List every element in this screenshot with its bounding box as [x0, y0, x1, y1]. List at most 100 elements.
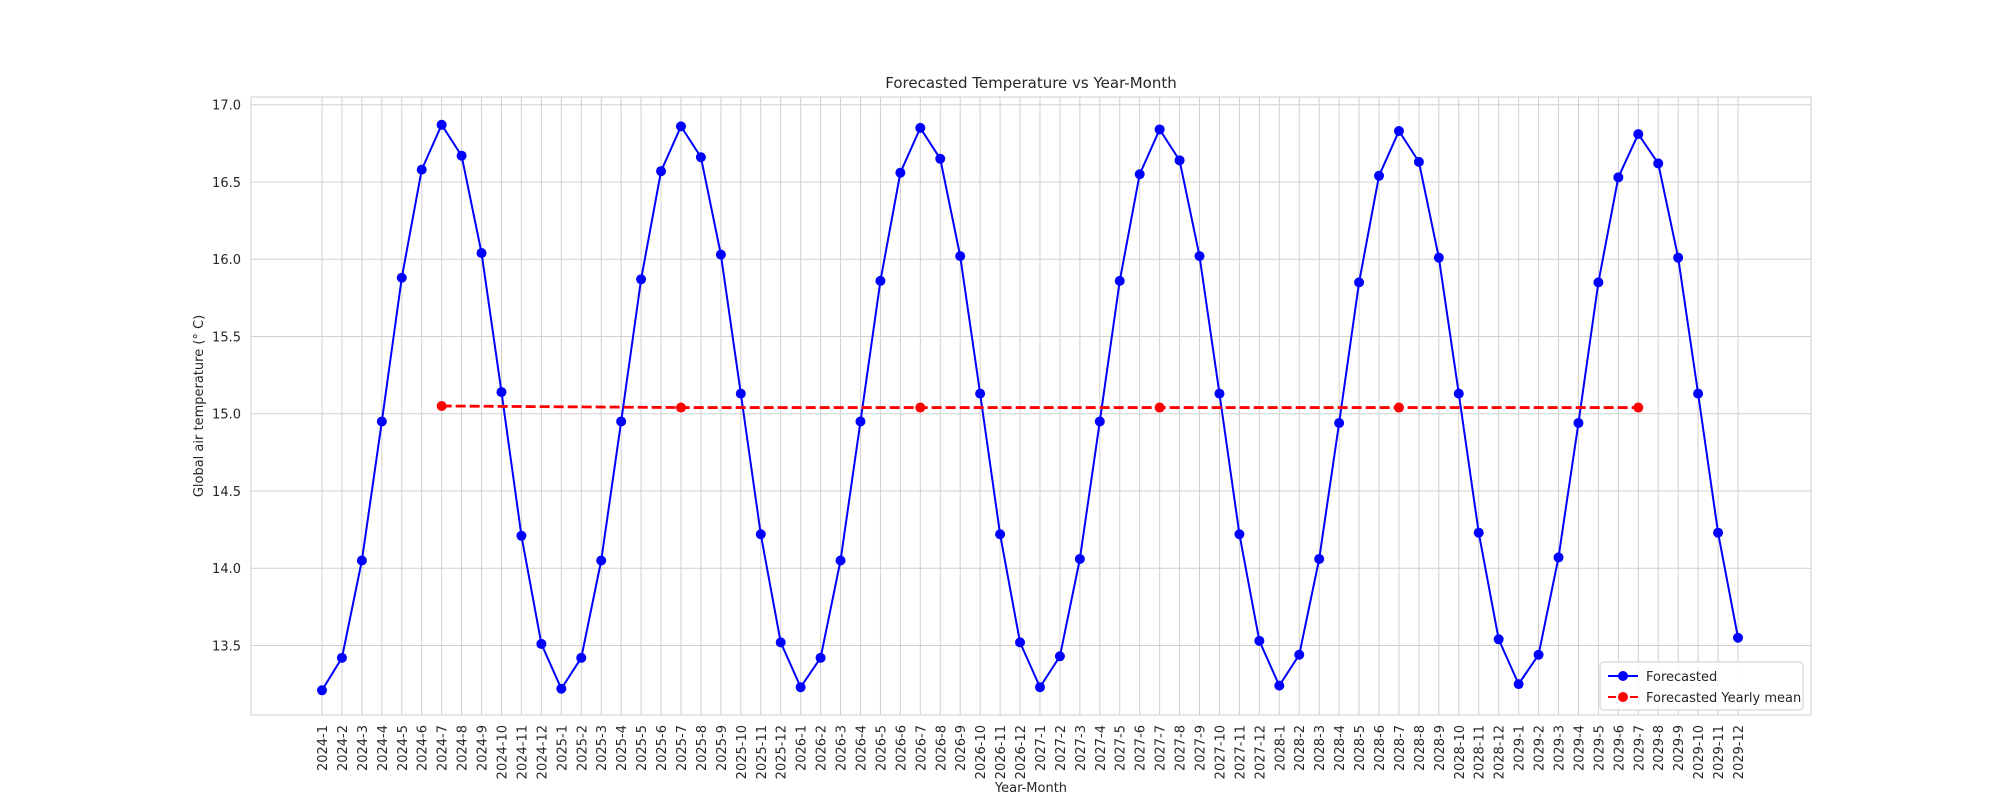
y-tick-label: 17.0	[212, 99, 241, 114]
x-tick-label: 2027-12	[1253, 725, 1268, 779]
legend-marker-yearly-mean	[1618, 692, 1628, 702]
forecasted-point	[1154, 124, 1165, 135]
x-tick-label: 2025-5	[635, 725, 650, 771]
x-tick-label: 2029-6	[1612, 725, 1627, 771]
forecasted-point	[755, 529, 766, 540]
x-tick-label: 2027-3	[1074, 725, 1089, 771]
forecasted-point	[1553, 552, 1564, 563]
x-tick-label: 2027-9	[1194, 725, 1209, 771]
x-tick-label: 2028-7	[1393, 725, 1408, 771]
legend-label-yearly-mean: Forecasted Yearly mean	[1646, 691, 1801, 706]
forecasted-point	[675, 121, 686, 132]
x-tick-label: 2028-3	[1313, 725, 1328, 771]
forecasted-point	[1194, 251, 1205, 262]
x-tick-label: 2028-10	[1453, 725, 1468, 779]
x-tick-label: 2024-12	[535, 725, 550, 779]
x-tick-label: 2024-3	[356, 725, 371, 771]
x-tick-label: 2025-1	[555, 725, 570, 771]
forecasted-point	[1134, 169, 1145, 180]
x-tick-label: 2024-1	[316, 725, 331, 771]
x-axis: 2024-1 2024-2 2024-3 2024-4 2024-5 2024-6 2024…	[316, 725, 1747, 779]
x-tick-label: 2028-12	[1493, 725, 1508, 779]
forecasted-point	[1613, 172, 1624, 183]
series-layer	[317, 119, 1743, 696]
x-tick-label: 2029-2	[1533, 725, 1548, 771]
forecasted-point	[536, 638, 547, 649]
x-tick-label: 2028-8	[1413, 725, 1428, 771]
y-axis-title: Global air temperature (° C)	[192, 315, 207, 497]
x-tick-label: 2029-11	[1712, 725, 1727, 779]
forecasted-point	[1393, 125, 1404, 136]
forecasted-point	[596, 555, 607, 566]
forecasted-point	[1294, 649, 1305, 660]
forecasted-point	[955, 251, 966, 262]
forecasted-point	[1473, 527, 1484, 538]
y-tick-label: 16.5	[212, 176, 241, 191]
x-tick-label: 2027-5	[1114, 725, 1129, 771]
x-tick-label: 2029-7	[1632, 725, 1647, 771]
forecasted-point	[1633, 129, 1644, 140]
x-tick-label: 2027-2	[1054, 725, 1069, 771]
x-axis-title: Year-Month	[994, 781, 1067, 796]
forecasted-point	[875, 275, 886, 286]
x-tick-label: 2025-2	[575, 725, 590, 771]
x-tick-label: 2029-1	[1513, 725, 1528, 771]
x-tick-label: 2027-8	[1174, 725, 1189, 771]
forecasted-point	[656, 166, 667, 177]
x-tick-label: 2026-10	[974, 725, 989, 779]
series-line-yearly-mean	[441, 404, 1639, 409]
forecasted-point	[556, 683, 567, 694]
forecasted-point	[1034, 682, 1045, 693]
forecasted-point	[496, 387, 507, 398]
forecasted-point	[1094, 416, 1105, 427]
forecasted-point	[1693, 388, 1704, 399]
forecasted-point	[1673, 252, 1684, 263]
x-tick-label: 2025-3	[595, 725, 610, 771]
forecasted-point	[795, 682, 806, 693]
forecasted-point	[476, 248, 487, 259]
x-tick-label: 2024-5	[396, 725, 411, 771]
x-tick-label: 2029-10	[1692, 725, 1707, 779]
forecasted-point	[636, 274, 647, 285]
x-tick-label: 2027-10	[1213, 725, 1228, 779]
x-tick-label: 2026-6	[894, 725, 909, 771]
forecasted-point	[1493, 634, 1504, 645]
forecasted-point	[1433, 252, 1444, 263]
forecasted-point	[935, 153, 946, 164]
x-tick-label: 2029-3	[1553, 725, 1568, 771]
x-tick-label: 2025-11	[755, 725, 770, 779]
x-tick-label: 2026-9	[954, 725, 969, 771]
forecasted-point	[715, 249, 726, 260]
x-tick-label: 2024-9	[476, 725, 491, 771]
x-tick-label: 2026-7	[914, 725, 929, 771]
forecasted-point	[835, 555, 846, 566]
forecasted-point	[1513, 679, 1524, 690]
x-tick-label: 2025-10	[735, 725, 750, 779]
x-tick-label: 2027-6	[1134, 725, 1149, 771]
forecasted-point	[436, 119, 447, 130]
x-tick-label: 2026-3	[835, 725, 850, 771]
forecasted-point	[1214, 388, 1225, 399]
forecasted-point	[1114, 275, 1125, 286]
chart-title: Forecasted Temperature vs Year-Month	[885, 74, 1176, 92]
x-tick-label: 2026-12	[1014, 725, 1029, 779]
forecasted-point	[616, 416, 627, 427]
forecasted-point	[895, 167, 906, 178]
x-tick-label: 2024-2	[336, 725, 351, 771]
forecasted-point	[855, 416, 866, 427]
forecasted-point	[1374, 170, 1385, 181]
x-tick-label: 2026-8	[934, 725, 949, 771]
forecasted-point	[1533, 649, 1544, 660]
legend: Forecasted Forecasted Yearly mean	[1599, 661, 1804, 711]
forecasted-point	[815, 652, 826, 663]
x-tick-label: 2025-6	[655, 725, 670, 771]
y-tick-label: 13.5	[212, 639, 241, 654]
forecasted-point	[775, 637, 786, 648]
forecasted-point	[1733, 632, 1743, 643]
y-tick-label: 14.0	[212, 562, 241, 577]
forecasted-point	[1653, 158, 1664, 169]
forecasted-point	[1254, 635, 1265, 646]
x-tick-label: 2026-2	[815, 725, 830, 771]
x-tick-label: 2025-4	[615, 725, 630, 771]
x-tick-label: 2028-6	[1373, 725, 1388, 771]
